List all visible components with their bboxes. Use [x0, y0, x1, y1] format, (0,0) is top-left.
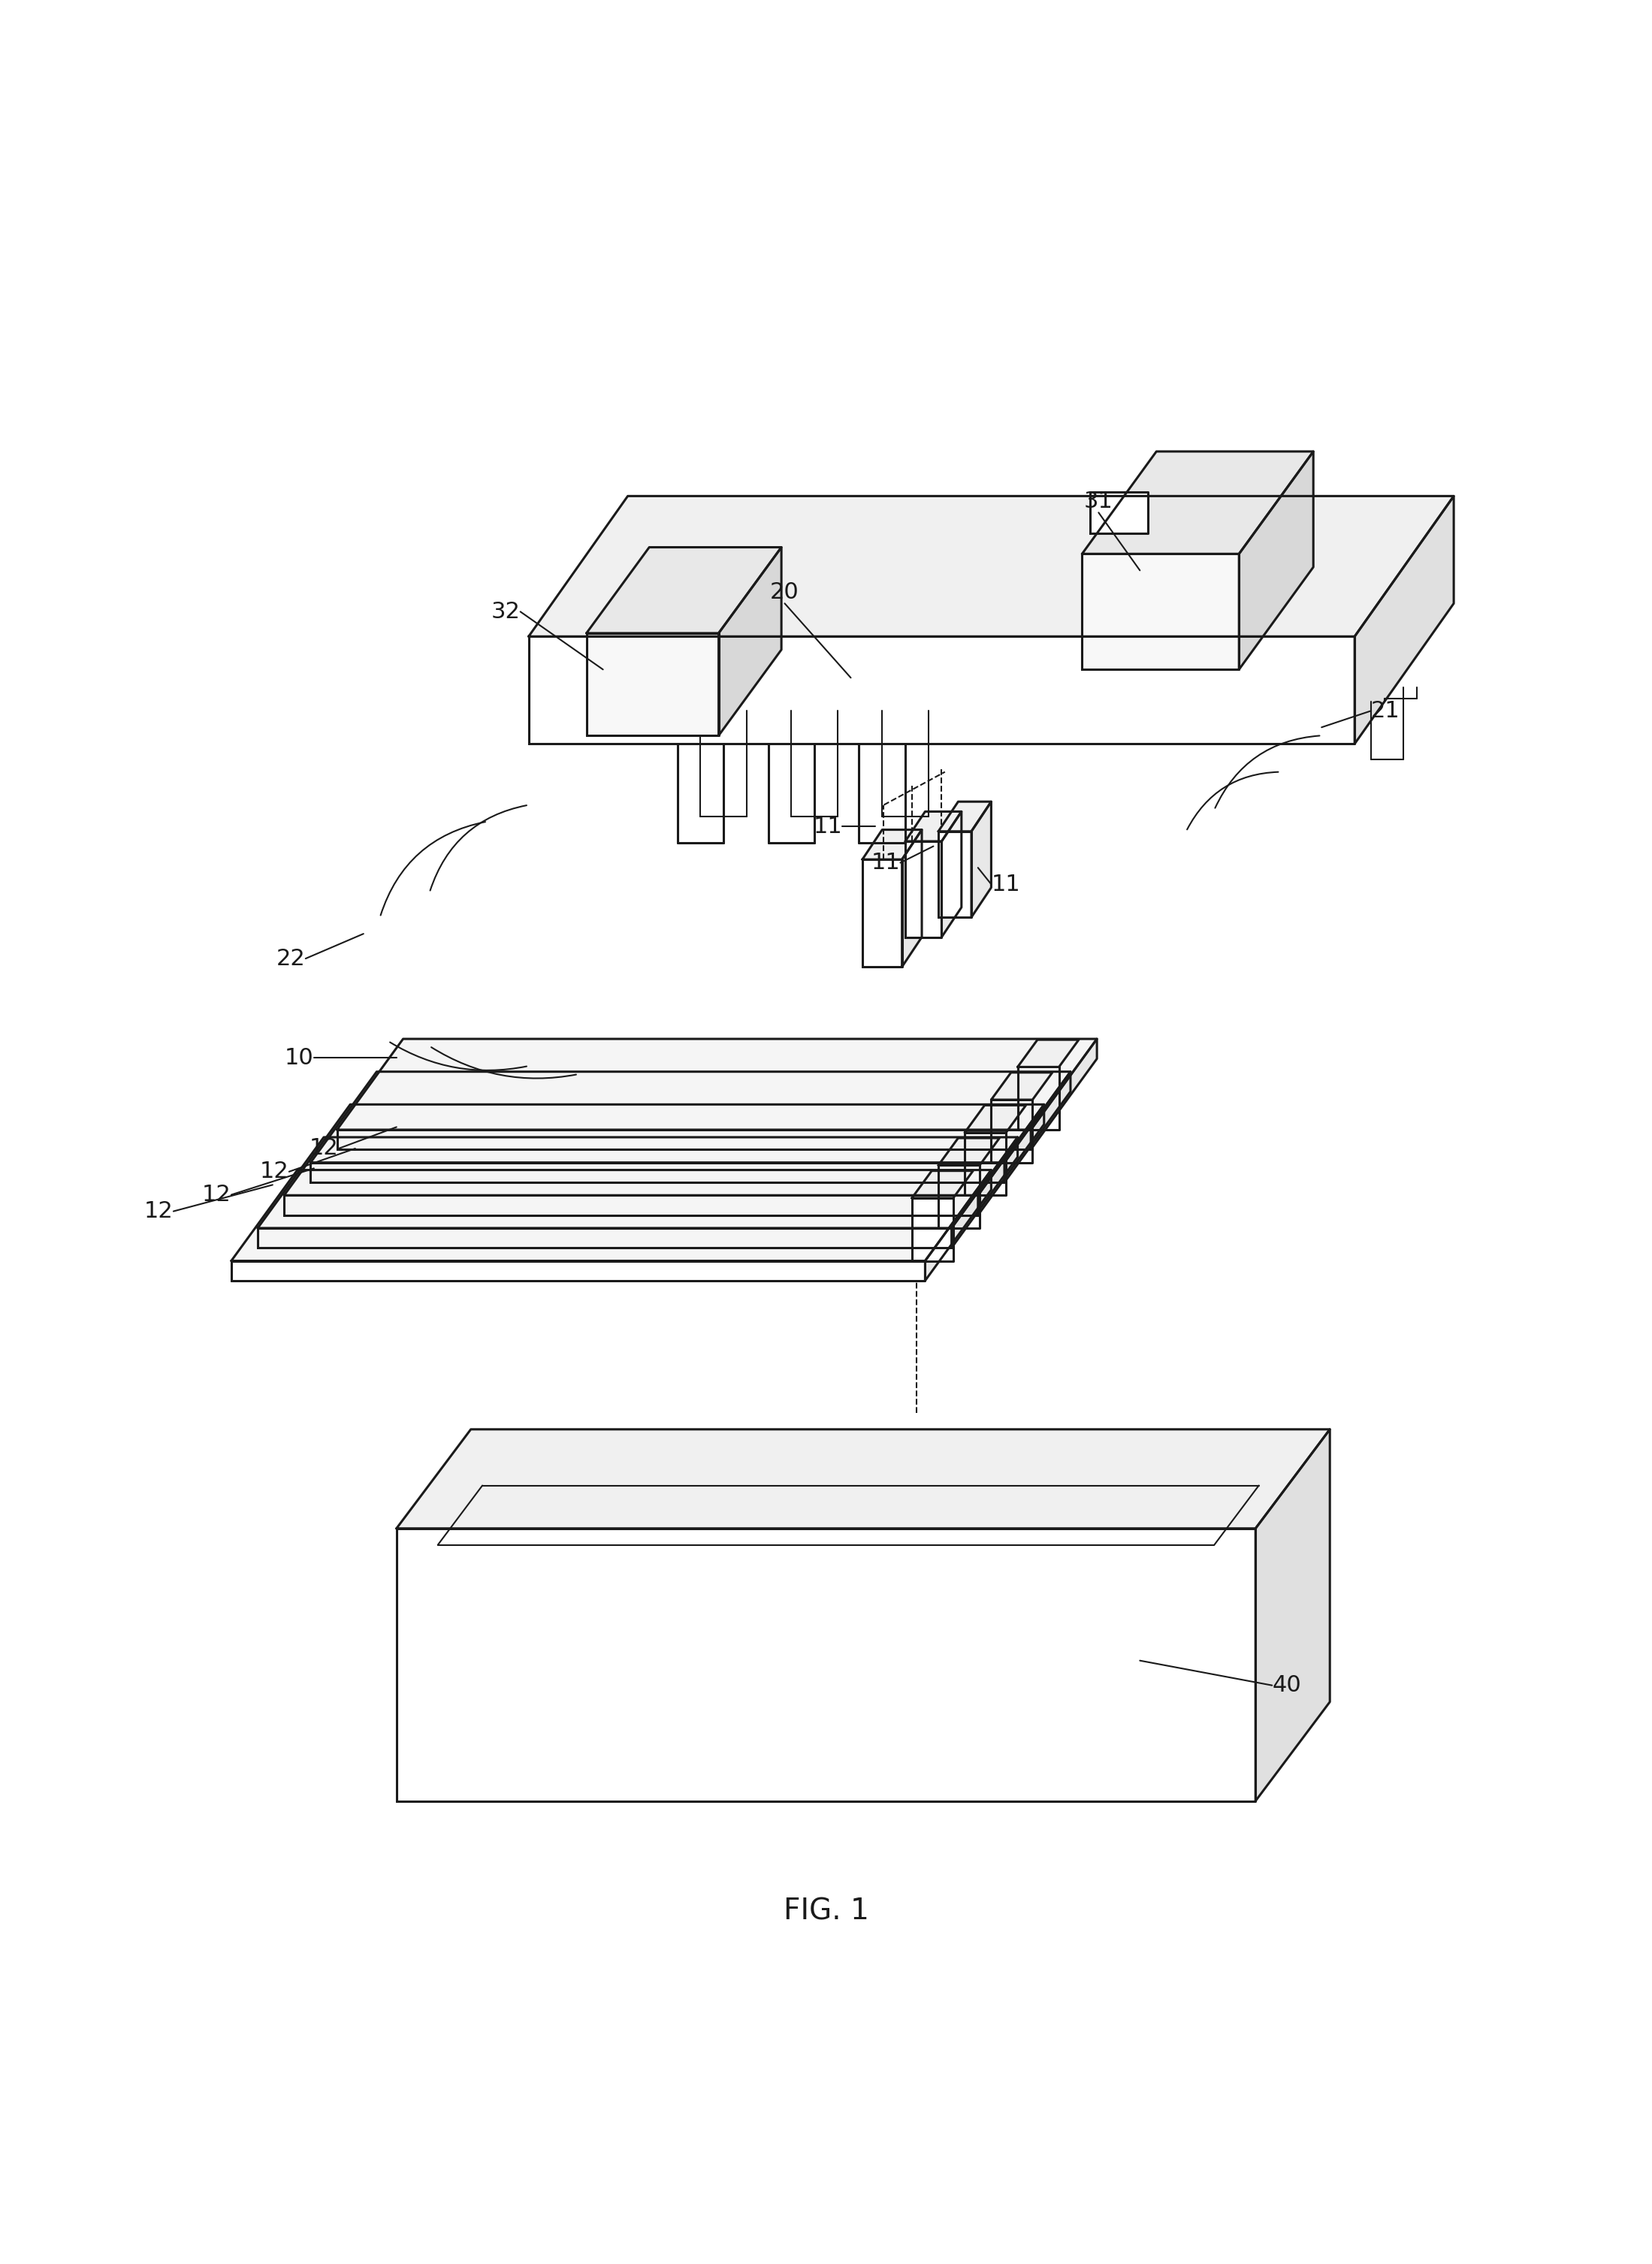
- Text: 12: 12: [309, 1137, 339, 1159]
- Text: 12: 12: [144, 1200, 173, 1223]
- Polygon shape: [231, 1261, 925, 1281]
- Text: 22: 22: [276, 949, 306, 969]
- Text: 20: 20: [770, 582, 800, 604]
- Polygon shape: [1018, 1066, 1059, 1130]
- Text: 31: 31: [1084, 491, 1113, 512]
- Polygon shape: [1004, 1071, 1070, 1182]
- Polygon shape: [912, 1198, 953, 1261]
- Polygon shape: [258, 1137, 1018, 1227]
- Polygon shape: [396, 1429, 1330, 1528]
- Polygon shape: [311, 1071, 1070, 1161]
- Polygon shape: [1090, 491, 1148, 534]
- Polygon shape: [719, 548, 781, 736]
- Polygon shape: [971, 801, 991, 917]
- Polygon shape: [311, 1161, 1004, 1182]
- Polygon shape: [337, 1039, 1097, 1130]
- Text: 32: 32: [491, 600, 520, 623]
- Polygon shape: [938, 1166, 980, 1227]
- Polygon shape: [938, 1139, 999, 1166]
- Polygon shape: [284, 1195, 978, 1216]
- Text: 11: 11: [813, 815, 843, 838]
- Text: 10: 10: [284, 1046, 314, 1069]
- Polygon shape: [978, 1105, 1044, 1216]
- Polygon shape: [529, 496, 1454, 636]
- Polygon shape: [991, 1100, 1032, 1161]
- Polygon shape: [1018, 1039, 1079, 1066]
- Polygon shape: [586, 634, 719, 736]
- Polygon shape: [938, 831, 971, 917]
- Text: 21: 21: [1371, 700, 1401, 722]
- Polygon shape: [258, 1227, 952, 1247]
- Polygon shape: [902, 829, 922, 967]
- Polygon shape: [529, 636, 1355, 745]
- Polygon shape: [1239, 451, 1313, 670]
- Text: 40: 40: [1272, 1675, 1302, 1696]
- Polygon shape: [1082, 555, 1239, 670]
- Polygon shape: [991, 1073, 1052, 1100]
- Polygon shape: [862, 829, 922, 860]
- Polygon shape: [1082, 451, 1313, 555]
- Text: 11: 11: [871, 851, 900, 874]
- Polygon shape: [1355, 496, 1454, 745]
- Polygon shape: [925, 1170, 991, 1281]
- Polygon shape: [952, 1137, 1018, 1247]
- Polygon shape: [938, 801, 991, 831]
- Polygon shape: [862, 860, 902, 967]
- Polygon shape: [1256, 1429, 1330, 1800]
- Polygon shape: [905, 811, 961, 842]
- Text: 12: 12: [259, 1161, 289, 1182]
- Polygon shape: [284, 1105, 1044, 1195]
- Text: 12: 12: [202, 1184, 231, 1207]
- Polygon shape: [942, 811, 961, 937]
- Polygon shape: [586, 548, 781, 634]
- Polygon shape: [1031, 1039, 1097, 1150]
- Polygon shape: [337, 1130, 1031, 1150]
- Polygon shape: [965, 1105, 1026, 1132]
- Text: FIG. 1: FIG. 1: [783, 1897, 869, 1927]
- Polygon shape: [965, 1132, 1006, 1195]
- Polygon shape: [905, 842, 942, 937]
- Text: 11: 11: [991, 874, 1021, 894]
- Polygon shape: [912, 1170, 973, 1198]
- Polygon shape: [231, 1170, 991, 1261]
- Polygon shape: [396, 1528, 1256, 1800]
